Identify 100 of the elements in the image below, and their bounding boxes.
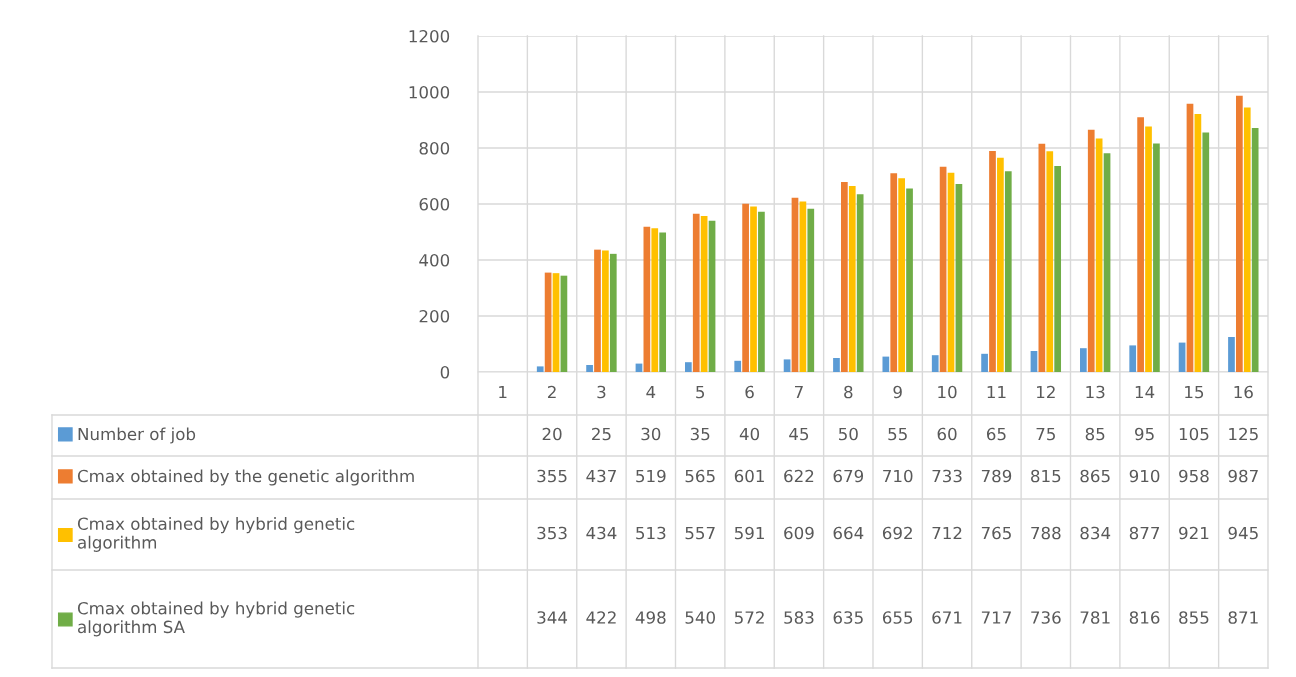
- bar: [1243, 107, 1251, 372]
- data-label: 834: [1080, 526, 1111, 540]
- legend-label: Cmax obtained by the genetic algorithm: [77, 469, 414, 486]
- data-label: 355: [537, 469, 567, 483]
- data-label: 50: [838, 427, 858, 441]
- data-label: 513: [636, 526, 666, 540]
- bar: [1251, 128, 1259, 372]
- bar: [1202, 132, 1210, 372]
- data-label: 565: [685, 469, 715, 483]
- bar: [856, 194, 864, 372]
- data-label: 679: [833, 469, 864, 483]
- bar: [882, 356, 890, 372]
- x-tick-label: 4: [646, 385, 656, 399]
- bar: [848, 186, 856, 372]
- x-tick-label: 7: [795, 385, 803, 399]
- bar: [1153, 143, 1160, 372]
- data-label: 710: [883, 469, 913, 483]
- data-label: 45: [789, 427, 809, 441]
- data-label: 105: [1179, 427, 1209, 441]
- data-label: 601: [734, 469, 764, 483]
- bar: [586, 365, 593, 372]
- bar: [602, 250, 609, 372]
- data-label: 655: [882, 611, 913, 624]
- legend-label: Cmax obtained by hybrid genetic algorithm SA: [77, 601, 355, 637]
- data-label: 789: [981, 469, 1012, 483]
- bar: [692, 213, 700, 372]
- bar: [981, 353, 988, 372]
- bar: [1079, 348, 1087, 372]
- bar: [594, 249, 601, 372]
- y-tick-label: 800: [419, 141, 450, 155]
- x-tick-label: 8: [844, 385, 853, 399]
- bar: [1228, 337, 1235, 372]
- data-label: 671: [932, 611, 962, 624]
- data-label: 353: [537, 526, 567, 540]
- data-label: 95: [1135, 427, 1154, 441]
- bar: [659, 232, 667, 372]
- x-tick-label: 3: [597, 385, 606, 399]
- data-label: 591: [734, 526, 764, 540]
- data-label: 781: [1080, 611, 1110, 624]
- data-label: 40: [739, 427, 760, 441]
- x-tick-label: 16: [1234, 385, 1253, 399]
- data-label: 519: [636, 469, 666, 483]
- data-label: 20: [542, 427, 562, 441]
- y-tick-label: 600: [419, 197, 450, 211]
- bar: [750, 206, 757, 372]
- data-label: 692: [882, 526, 912, 540]
- bar: [906, 188, 913, 372]
- data-label: 437: [586, 469, 616, 483]
- y-tick-label: 1000: [409, 85, 450, 99]
- data-label: 583: [784, 611, 814, 624]
- bar: [1087, 129, 1095, 372]
- x-tick-label: 5: [696, 385, 705, 399]
- bar: [758, 211, 765, 372]
- data-label: 788: [1031, 526, 1061, 540]
- data-label: 855: [1179, 611, 1209, 624]
- x-tick-label: 1: [499, 385, 507, 399]
- data-label: 736: [1031, 611, 1061, 624]
- data-label: 344: [537, 611, 568, 624]
- data-label: 945: [1228, 526, 1258, 540]
- bar: [841, 181, 848, 372]
- bar: [742, 203, 749, 372]
- bar: [898, 178, 905, 372]
- bar: [807, 208, 815, 372]
- bar: [1103, 153, 1111, 372]
- bar: [890, 173, 898, 372]
- data-label: 75: [1036, 427, 1055, 441]
- bar: [1137, 117, 1144, 372]
- bar: [997, 157, 1004, 372]
- bar: [1236, 95, 1243, 372]
- x-tick-label: 11: [987, 385, 1006, 399]
- data-label: 910: [1129, 469, 1160, 483]
- data-label: 85: [1085, 427, 1105, 441]
- x-tick-label: 9: [893, 385, 902, 399]
- bar: [1004, 171, 1012, 372]
- bar: [1095, 138, 1103, 372]
- data-label: 30: [641, 427, 661, 441]
- data-label: 557: [685, 526, 715, 540]
- data-label: 717: [981, 611, 1011, 624]
- bar: [799, 201, 807, 372]
- data-label: 865: [1080, 469, 1110, 483]
- data-label: 635: [833, 611, 863, 624]
- x-tick-label: 6: [745, 385, 754, 399]
- data-label: 622: [784, 469, 814, 483]
- bar: [536, 366, 544, 372]
- data-label: 434: [586, 526, 617, 540]
- data-label: 816: [1129, 611, 1160, 624]
- x-tick-label: 10: [938, 385, 957, 399]
- x-tick-label: 12: [1037, 385, 1055, 399]
- legend-label: Cmax obtained by hybrid genetic algorithm: [77, 517, 355, 552]
- bar: [684, 362, 692, 372]
- data-label: 125: [1229, 427, 1258, 441]
- x-tick-label: 13: [1086, 385, 1105, 399]
- data-label: 877: [1129, 526, 1160, 540]
- data-label: 712: [932, 526, 962, 540]
- data-label: 35: [690, 427, 710, 441]
- data-label: 765: [981, 526, 1011, 540]
- data-label: 65: [987, 427, 1006, 441]
- bar: [833, 358, 840, 372]
- bar: [1129, 345, 1137, 372]
- y-tick-label: 0: [440, 365, 450, 379]
